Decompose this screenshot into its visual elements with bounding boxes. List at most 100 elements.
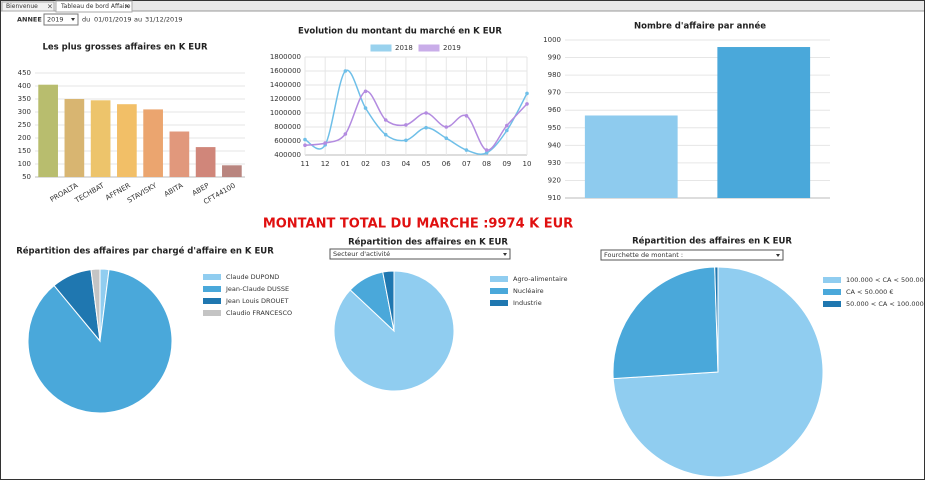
line-point (505, 128, 509, 133)
y-tick-label: 300 (18, 108, 31, 116)
bar (584, 115, 678, 198)
line-point (303, 143, 307, 147)
y-tick-label: 970 (548, 89, 561, 97)
line-point (363, 106, 368, 110)
y-tick-label: 400000 (274, 151, 301, 159)
bar (143, 109, 163, 177)
y-tick-label: 1800000 (270, 53, 301, 61)
y-tick-label: 980 (548, 71, 561, 79)
y-tick-label: 350 (18, 95, 31, 103)
filter-label: ANNEE : (17, 16, 47, 24)
legend-swatch (203, 274, 221, 280)
filter-select[interactable] (600, 249, 784, 261)
chart-title: Répartition des affaires en K EUR (632, 236, 792, 247)
year-select[interactable] (43, 13, 79, 26)
line-point (303, 137, 307, 142)
legend-swatch (490, 276, 508, 282)
y-tick-label: 910 (548, 194, 561, 202)
x-tick-label: 09 (502, 160, 511, 168)
line-point (484, 148, 489, 152)
y-tick-label: 1600000 (270, 67, 301, 75)
legend-swatch (370, 44, 392, 52)
y-tick-label: 990 (548, 54, 561, 62)
chart-title: Répartition des affaires en K EUR (348, 237, 508, 248)
x-tick-label: 01 (341, 160, 350, 168)
legend-label: 50.000 < CA < 100.000 € (846, 300, 925, 308)
legend-swatch (203, 298, 221, 304)
filter-select[interactable] (329, 248, 511, 260)
bar (169, 131, 190, 177)
tab-active[interactable] (55, 0, 133, 13)
legend-swatch (823, 277, 841, 283)
legend-label: 2019 (443, 44, 461, 52)
legend-swatch (203, 310, 221, 316)
x-tick-label: 03 (381, 160, 390, 168)
filter-select-label[interactable]: Fourchette de montant : (604, 251, 683, 259)
y-tick-label: 940 (548, 141, 561, 149)
y-tick-label: 50 (22, 173, 31, 181)
to-date: 31/12/2019 (145, 16, 182, 24)
bar (117, 104, 137, 177)
line-point (464, 114, 469, 118)
tab-bar (1, 1, 924, 11)
pie-slice (382, 270, 395, 332)
tab-close[interactable]: × (47, 3, 53, 11)
legend-label: 100.000 < CA < 500.000 € (846, 276, 925, 284)
y-tick-label: 250 (18, 121, 31, 129)
y-tick-label: 400 (18, 82, 31, 90)
y-tick-label: 960 (548, 106, 561, 114)
legend-swatch (490, 300, 508, 306)
x-tick-label: 06 (442, 160, 451, 168)
legend-label: 2018 (395, 44, 413, 52)
line-point (444, 136, 449, 140)
x-tick-label: 11 (301, 160, 310, 168)
line-point (424, 111, 428, 115)
y-tick-label: 150 (18, 147, 31, 155)
x-tick-label: 05 (422, 160, 431, 168)
legend-label: Claude DUPOND (226, 273, 279, 281)
tab-close[interactable]: × (124, 3, 130, 11)
from-label: du (82, 16, 90, 24)
y-tick-label: 1200000 (270, 95, 301, 103)
y-tick-label: 1000000 (270, 109, 301, 117)
x-tick-label: 07 (462, 160, 471, 168)
chart-title: Les plus grosses affaires en K EUR (42, 43, 208, 53)
y-tick-label: 920 (548, 176, 561, 184)
pie-slice (612, 266, 719, 380)
x-tick-label: 12 (321, 160, 330, 168)
y-tick-label: 950 (548, 124, 561, 132)
line-point (343, 69, 348, 73)
legend-label: Jean Louis DROUET (225, 297, 288, 305)
bar (64, 99, 85, 177)
pie-slice (714, 266, 719, 373)
bar (222, 165, 242, 177)
tab-label[interactable]: Tableau de bord Affaire (60, 3, 131, 10)
line-point (404, 123, 408, 127)
year-value[interactable]: 2019 (47, 16, 64, 24)
tab[interactable] (1, 1, 55, 12)
tab-label[interactable]: Bienvenue (6, 3, 38, 10)
to-label: au (134, 16, 142, 24)
chart-title: Nombre d'affaire par année (634, 21, 766, 32)
x-tick-label: 10 (523, 160, 532, 168)
y-tick-label: 930 (548, 159, 561, 167)
y-tick-label: 200 (18, 134, 31, 142)
y-tick-label: 100 (18, 160, 31, 168)
select-arrow (503, 253, 507, 256)
legend-swatch (490, 288, 508, 294)
y-tick-label: 800000 (274, 123, 301, 131)
legend-label: Jean-Claude DUSSE (225, 285, 289, 293)
chart-title: Répartition des affaires par chargé d'af… (16, 246, 274, 257)
line-point (363, 89, 368, 94)
line-point (484, 151, 489, 155)
bar (90, 100, 111, 177)
pie-slice (90, 268, 101, 342)
x-tick-label: 08 (482, 160, 491, 168)
filter-select-label[interactable]: Secteur d'activité (333, 250, 390, 258)
chart-title: Evolution du montant du marché en K EUR (298, 26, 502, 37)
legend-label: Agro-alimentaire (513, 275, 567, 283)
line-point (383, 132, 388, 137)
total-amount: MONTANT TOTAL DU MARCHE :9974 K EUR (263, 217, 573, 232)
legend-label: Claudio FRANCESCO (226, 309, 292, 317)
